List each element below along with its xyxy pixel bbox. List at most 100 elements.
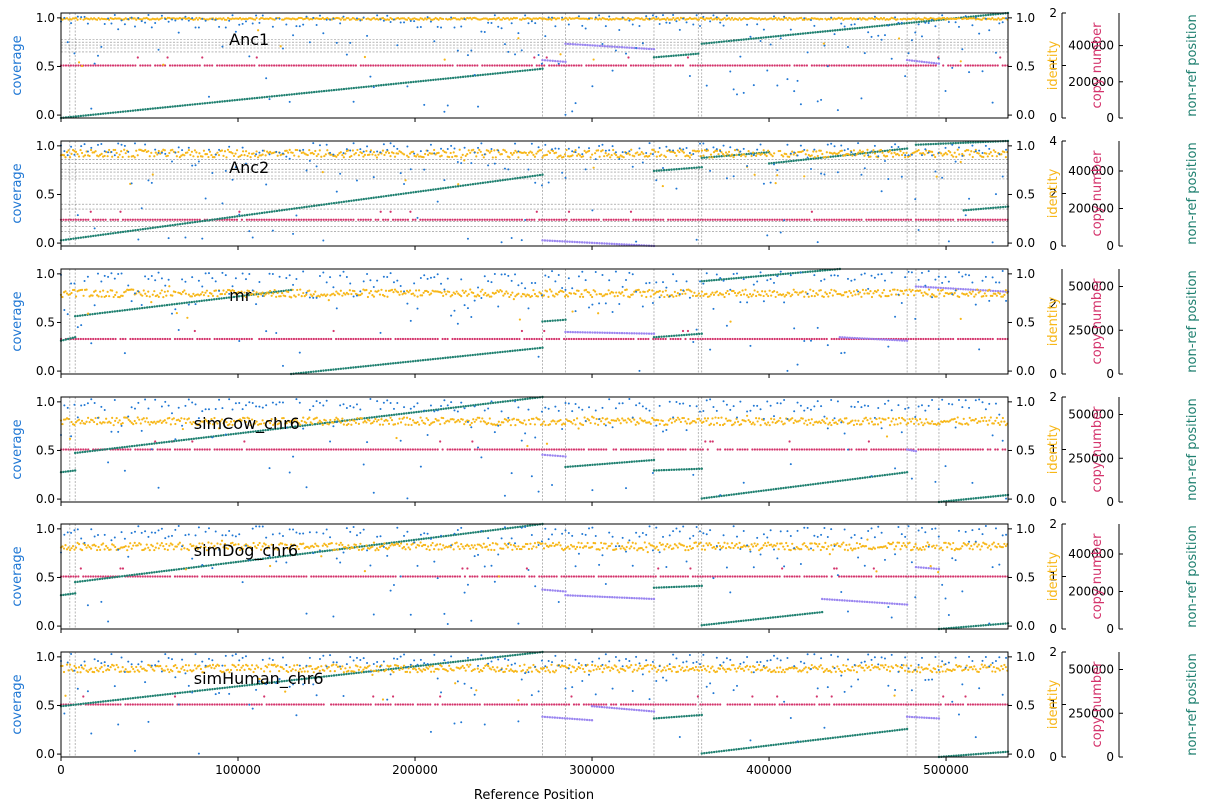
identity-point: [607, 289, 610, 292]
nonref-point: [508, 349, 512, 353]
nonref-point: [667, 168, 671, 172]
copy-number-point: [448, 218, 452, 221]
identity-point: [232, 154, 236, 158]
coverage-point: [806, 51, 809, 54]
identity-point: [535, 152, 538, 155]
coverage-point: [628, 150, 631, 153]
coverage-point: [261, 14, 264, 17]
copy-number-point: [265, 218, 268, 221]
copy-number-point: [396, 64, 400, 67]
coverage-point: [473, 151, 476, 154]
nonref-point: [243, 98, 246, 101]
copy-number-point: [149, 337, 152, 341]
identity-point: [761, 290, 764, 293]
identity-point: [864, 289, 868, 292]
nonref-inverted-point: [846, 336, 849, 339]
identity-point: [157, 295, 160, 298]
coverage-point: [261, 294, 264, 297]
identity-point: [506, 17, 509, 20]
nonref-point: [667, 54, 670, 58]
copy-number-point: [602, 218, 605, 221]
identity-point: [482, 293, 485, 296]
identity-point: [709, 153, 713, 156]
coverage-point: [581, 153, 584, 156]
copy-number-point: [627, 337, 630, 341]
nonref-inverted-point: [937, 286, 940, 289]
copy-number-point: [302, 64, 305, 67]
coverage-point: [339, 274, 342, 277]
copy-number-point: [738, 64, 742, 67]
nonref-point: [536, 68, 539, 71]
identity-point: [774, 295, 777, 299]
nonref-point: [149, 226, 152, 230]
copy-number-point: [815, 64, 818, 67]
coverage-point: [362, 16, 365, 19]
nonref-point: [718, 155, 721, 158]
identity-point: [407, 16, 410, 20]
nonref-point: [509, 177, 512, 181]
identity-point: [414, 155, 418, 158]
copy-number-point: [260, 337, 263, 341]
nonref-point: [682, 53, 685, 57]
nonref-point: [357, 86, 361, 89]
identity-point: [524, 295, 528, 298]
coverage-point: [826, 143, 829, 146]
identity-point: [967, 149, 970, 152]
identity-point: [881, 18, 884, 21]
nonref-inverted-point: [613, 242, 616, 246]
coverage-point: [258, 21, 261, 24]
nonref-point: [203, 219, 207, 222]
copy-number-point: [679, 64, 682, 67]
nonref-point: [459, 184, 462, 188]
copy-number-point: [971, 218, 975, 221]
nonref-point: [454, 355, 457, 359]
copy-number-point: [282, 64, 286, 67]
copy-number-point: [632, 337, 635, 341]
identity-point: [517, 156, 520, 159]
nonref-point: [133, 307, 136, 311]
coverage-point: [534, 181, 537, 184]
identity-point: [64, 290, 67, 293]
nonref-point: [939, 142, 943, 145]
nonref-point: [546, 319, 549, 323]
coverage-point: [366, 272, 369, 275]
coverage-point: [783, 15, 786, 18]
nonref-point: [73, 315, 77, 318]
copy-number-point: [543, 218, 546, 221]
nonref-point: [88, 313, 92, 316]
identity-point: [547, 295, 550, 299]
nonref-point: [976, 141, 980, 144]
nonref-point: [434, 357, 437, 361]
coverage-point: [241, 146, 244, 149]
copy-number-point: [724, 337, 727, 341]
identity-point: [246, 154, 249, 158]
coverage-point: [228, 19, 231, 22]
copy-number-point: [146, 218, 149, 221]
identity-point: [500, 18, 503, 21]
copy-number-point: [275, 218, 278, 221]
identity-point: [941, 288, 944, 292]
copy-number-point: [173, 337, 177, 341]
copy-number-point: [657, 64, 660, 67]
copy-number-point: [761, 64, 764, 67]
copy-number-point: [525, 64, 528, 67]
copy-number-point: [389, 210, 392, 213]
copy-number-point: [823, 337, 826, 341]
identity-point: [943, 295, 946, 298]
copy-number-tick-label: 0: [1049, 111, 1057, 125]
nonref-point: [541, 346, 544, 349]
nonref-point: [66, 337, 70, 341]
nonref-point: [350, 199, 353, 202]
nonref-point: [444, 356, 447, 360]
copy-number-point: [401, 218, 405, 221]
identity-point: [166, 154, 169, 157]
coverage-point: [540, 62, 543, 65]
identity-point: [186, 151, 189, 154]
nonref-point: [101, 112, 105, 115]
nonref-inverted-point: [880, 338, 884, 341]
copy-number-point: [228, 218, 231, 221]
nonref-point: [332, 88, 336, 92]
copy-number-point: [959, 64, 962, 67]
coverage-point: [147, 179, 150, 182]
copy-number-point: [781, 218, 784, 221]
